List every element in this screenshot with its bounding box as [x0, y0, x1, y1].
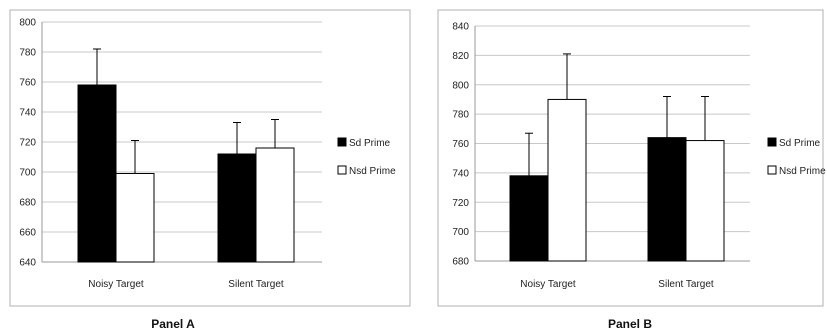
panel-a-y-tick-label: 660: [19, 228, 36, 239]
panel-b-bar-nsd-prime: [547, 98, 587, 262]
panel-a-bar-sd-prime: [77, 84, 117, 263]
panel-b-y-tick-label: 740: [452, 168, 469, 179]
panel-b-y-tick-label: 820: [452, 51, 469, 62]
panel-b-category-label: Noisy Target: [520, 279, 576, 290]
panel-a-frame: [9, 9, 411, 307]
panel-a-y-tick-label: 680: [19, 198, 36, 209]
panel-b-y-tick-label: 780: [452, 110, 469, 121]
panel-b-legend-label: Nsd Prime: [779, 166, 826, 177]
panel-a-y-tick-label: 700: [19, 168, 36, 179]
panel-a-y-tick-label: 760: [19, 78, 36, 89]
panel-a-legend-label: Sd Prime: [349, 138, 391, 149]
panel-b-y-tick-label: 760: [452, 139, 469, 150]
panel-b-y-tick-label: 800: [452, 80, 469, 91]
panel-a-y-tick-label: 780: [19, 48, 36, 59]
panel-b-legend-label: Sd Prime: [779, 138, 821, 149]
panel-b-legend-swatch: [767, 137, 777, 147]
panel-a: 640 660 680 700 720 740 760 780 800 Noisy Target…: [9, 9, 411, 331]
panel-b-y-tick-label: 720: [452, 198, 469, 209]
panel-b-legend-swatch: [767, 165, 777, 175]
panel-b-y-tick-label: 700: [452, 227, 469, 238]
panel-a-y-tick-label: 640: [19, 258, 36, 269]
panel-b-y-tick-label: 680: [452, 257, 469, 268]
panel-a-legend-label: Nsd Prime: [349, 166, 396, 177]
panel-a-bar-nsd-prime: [255, 147, 295, 263]
panel-a-bar-nsd-prime: [115, 173, 155, 263]
panel-a-category-label: Noisy Target: [88, 279, 144, 290]
panel-a-legend-swatch: [337, 137, 347, 147]
panel-a-y-tick-label: 800: [19, 18, 36, 29]
panel-b-bar-nsd-prime: [685, 140, 725, 262]
panel-b-category-label: Silent Target: [658, 279, 714, 290]
panel-a-legend-swatch: [337, 165, 347, 175]
panel-b-bar-sd-prime: [509, 175, 549, 262]
panel-a-bar-sd-prime: [217, 153, 257, 263]
panel-b: 680 700 720 740 760 780 800 820 840 Noisy Target…: [437, 9, 826, 331]
panel-a-y-tick-label: 740: [19, 108, 36, 119]
panel-a-category-label: Silent Target: [228, 279, 284, 290]
panel-a-title: Panel A: [151, 317, 195, 331]
panel-b-title: Panel B: [608, 317, 652, 331]
panel-b-bar-sd-prime: [647, 137, 687, 262]
panel-a-y-tick-label: 720: [19, 138, 36, 149]
panel-b-y-tick-label: 840: [452, 22, 469, 33]
panel-b-frame: [437, 9, 824, 307]
